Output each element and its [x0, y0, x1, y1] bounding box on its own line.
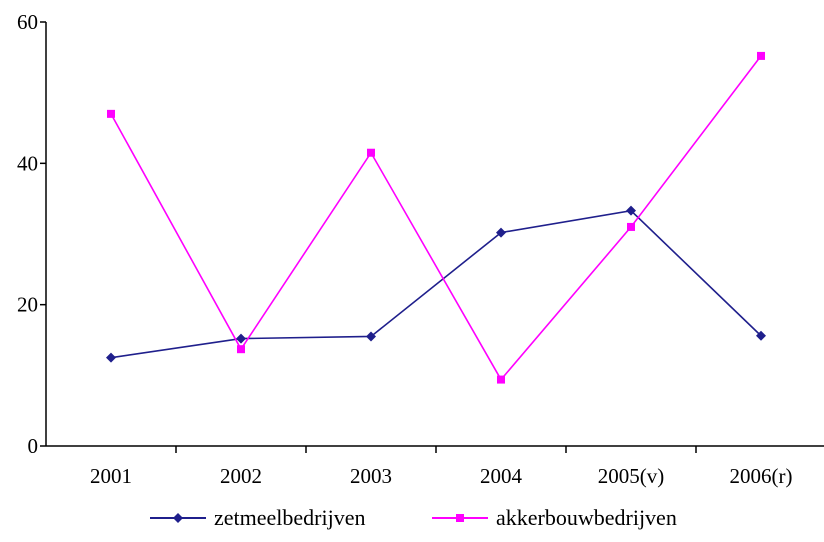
series-line-akkerbouwbedrijven	[110, 55, 762, 381]
data-point-zetmeelbedrijven-2004	[496, 227, 506, 238]
x-tick-label-2006(r): 2006(r)	[730, 464, 793, 488]
data-point-akkerbouwbedrijven-2005(v)	[627, 222, 635, 231]
series-layer	[106, 51, 766, 384]
legend: zetmeelbedrijven akkerbouwbedrijven	[0, 505, 824, 537]
data-point-akkerbouwbedrijven-2001	[107, 109, 115, 118]
data-point-akkerbouwbedrijven-2003	[367, 148, 375, 157]
x-tick-label-2002: 2002	[220, 464, 262, 488]
data-point-zetmeelbedrijven-2005(v)	[626, 205, 636, 216]
data-point-akkerbouwbedrijven-2006(r)	[757, 51, 765, 60]
legend-swatch-zetmeelbedrijven	[150, 513, 206, 523]
legend-item-zetmeelbedrijven: zetmeelbedrijven	[150, 505, 365, 531]
data-point-zetmeelbedrijven-2006(r)	[756, 330, 766, 341]
series-line-zetmeelbedrijven	[110, 209, 762, 359]
y-tick-label-40: 40	[17, 151, 38, 175]
data-point-zetmeelbedrijven-2002	[236, 333, 246, 344]
x-tick-label-2005(v): 2005(v)	[598, 464, 665, 488]
x-tick-label-2003: 2003	[350, 464, 392, 488]
y-tick-label-20: 20	[17, 293, 38, 317]
axes: 0 20 40 60 2001 2002 2003 2004 2005(v) 2006(r)	[17, 10, 824, 488]
x-tick-label-2004: 2004	[480, 464, 523, 488]
data-point-zetmeelbedrijven-2003	[366, 331, 376, 342]
legend-item-akkerbouwbedrijven: akkerbouwbedrijven	[432, 505, 677, 531]
data-point-akkerbouwbedrijven-2004	[497, 375, 505, 384]
data-point-zetmeelbedrijven-2001	[106, 352, 116, 363]
data-point-akkerbouwbedrijven-2002	[237, 345, 245, 354]
legend-swatch-akkerbouwbedrijven	[432, 514, 488, 522]
x-tick-label-2001: 2001	[90, 464, 132, 488]
legend-label-akkerbouwbedrijven: akkerbouwbedrijven	[496, 505, 677, 530]
y-tick-label-0: 0	[28, 434, 39, 458]
legend-label-zetmeelbedrijven: zetmeelbedrijven	[214, 505, 366, 530]
line-chart: 0 20 40 60 2001 2002 2003 2004 2005(v) 2006(r)	[17, 10, 824, 488]
y-tick-label-60: 60	[17, 10, 38, 34]
